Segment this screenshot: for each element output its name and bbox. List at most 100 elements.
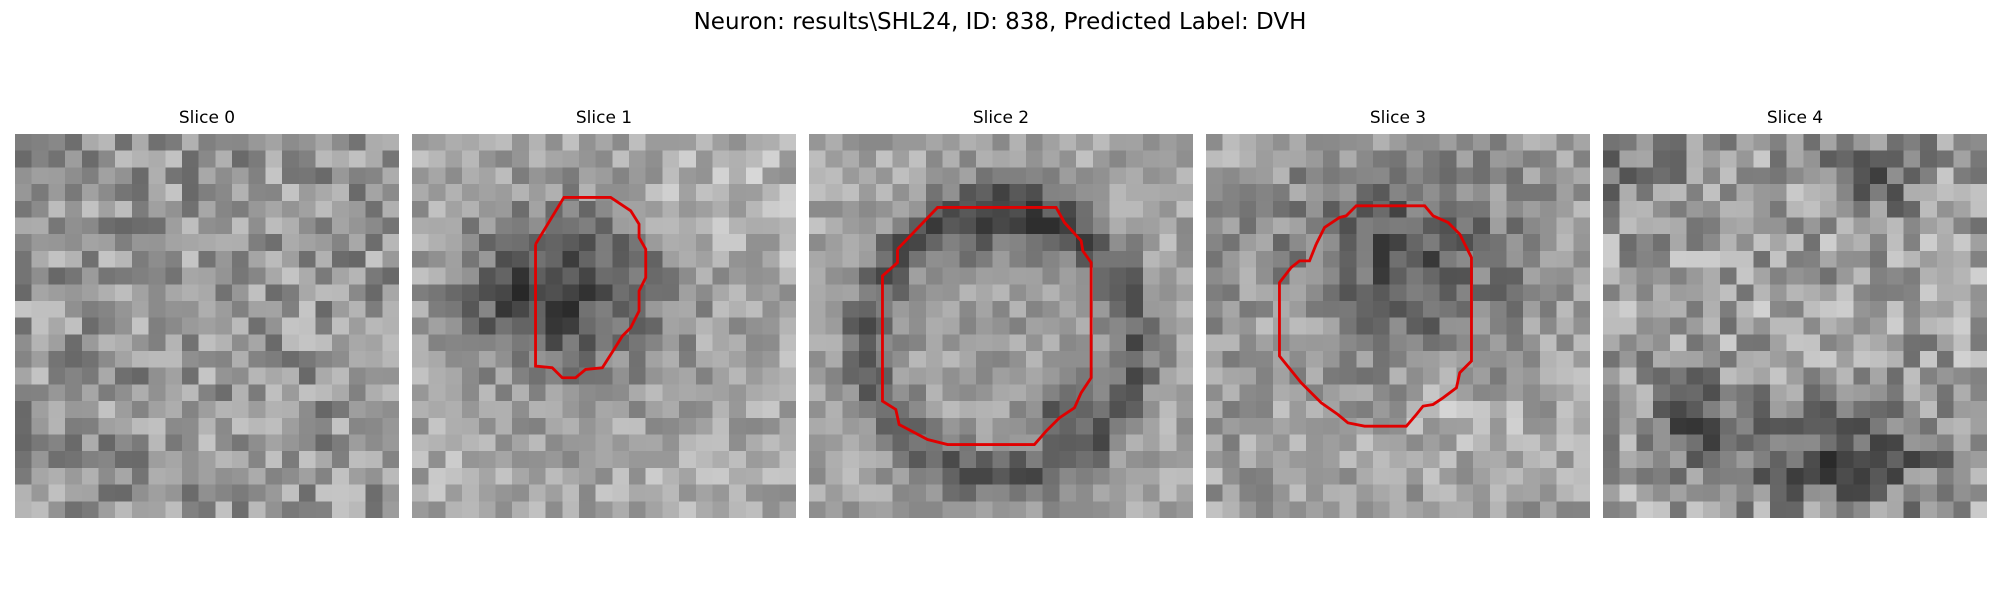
pixel (1653, 267, 1671, 285)
pixel (1803, 501, 1821, 518)
pixel (1339, 501, 1357, 518)
pixel (315, 401, 333, 419)
pixel (1372, 284, 1390, 302)
pixel (992, 300, 1010, 318)
pixel (909, 501, 927, 518)
pixel (1206, 384, 1224, 402)
pixel (762, 250, 780, 268)
pixel (1059, 300, 1077, 318)
pixel (1753, 134, 1771, 152)
pixel (1256, 200, 1274, 218)
pixel (1159, 250, 1177, 268)
pixel (215, 250, 233, 268)
pixel (1539, 300, 1557, 318)
pixel (1853, 267, 1871, 285)
pixel (1769, 367, 1787, 385)
pixel (232, 234, 250, 252)
pixel (992, 351, 1010, 369)
pixel (1322, 167, 1340, 185)
pixel (1306, 451, 1324, 469)
pixel (1092, 134, 1110, 152)
pixel (1406, 317, 1424, 335)
pixel (779, 284, 796, 302)
pixel (198, 484, 216, 502)
pixel (181, 217, 199, 235)
pixel (1686, 334, 1704, 352)
pixel (629, 484, 647, 502)
pixel (1653, 484, 1671, 502)
pixel (1886, 267, 1904, 285)
pixel (332, 284, 350, 302)
pixel (992, 317, 1010, 335)
pixel (992, 467, 1010, 485)
pixel (1289, 484, 1307, 502)
pixel (1619, 367, 1637, 385)
pixel (842, 200, 860, 218)
pixel (612, 217, 630, 235)
pixel (1870, 167, 1888, 185)
pixel (859, 384, 877, 402)
pixel (1042, 217, 1060, 235)
pixel (612, 184, 630, 202)
pixel (1322, 367, 1340, 385)
pixel (1506, 317, 1524, 335)
pixel (1322, 317, 1340, 335)
pixel (1059, 501, 1077, 518)
pixel (1736, 501, 1754, 518)
pixel (1820, 150, 1838, 168)
pixel (1936, 417, 1954, 435)
pixel (1506, 234, 1524, 252)
pixel (1803, 401, 1821, 419)
pixel (679, 150, 697, 168)
pixel (892, 351, 910, 369)
pixel (562, 434, 580, 452)
pixel (48, 284, 66, 302)
pixel (445, 451, 463, 469)
pixel (959, 484, 977, 502)
pixel (992, 417, 1010, 435)
pixel (679, 384, 697, 402)
pixel (1423, 267, 1441, 285)
pixel (1092, 200, 1110, 218)
pixel (1703, 351, 1721, 369)
pixel (695, 401, 713, 419)
pixel (1653, 300, 1671, 318)
pixel (1372, 334, 1390, 352)
pixel (48, 217, 66, 235)
pixel (495, 451, 513, 469)
pixel (1556, 267, 1574, 285)
pixel (1523, 300, 1541, 318)
pixel (1272, 367, 1290, 385)
pixel (1239, 300, 1257, 318)
pixel (1786, 150, 1804, 168)
pixel (712, 250, 730, 268)
pixel (348, 250, 366, 268)
pixel (1092, 217, 1110, 235)
pixel (842, 434, 860, 452)
pixel (115, 467, 133, 485)
pixel (595, 334, 613, 352)
pixel (612, 401, 630, 419)
pixel (98, 417, 116, 435)
pixel (1439, 284, 1457, 302)
pixel (1026, 200, 1044, 218)
pixel (842, 367, 860, 385)
pixel (1573, 451, 1590, 469)
pixel (809, 367, 827, 385)
pixel (282, 150, 300, 168)
pixel (959, 167, 977, 185)
pixel (1573, 217, 1590, 235)
pixel (1523, 334, 1541, 352)
pixel (545, 384, 563, 402)
pixel (1306, 134, 1324, 152)
pixel (1159, 217, 1177, 235)
pixel (1953, 134, 1971, 152)
pixel (1870, 334, 1888, 352)
pixel (148, 384, 166, 402)
pixel (315, 267, 333, 285)
pixel (892, 451, 910, 469)
pixel (1126, 250, 1144, 268)
pixel (512, 250, 530, 268)
pixel (445, 367, 463, 385)
pixel (315, 501, 333, 518)
